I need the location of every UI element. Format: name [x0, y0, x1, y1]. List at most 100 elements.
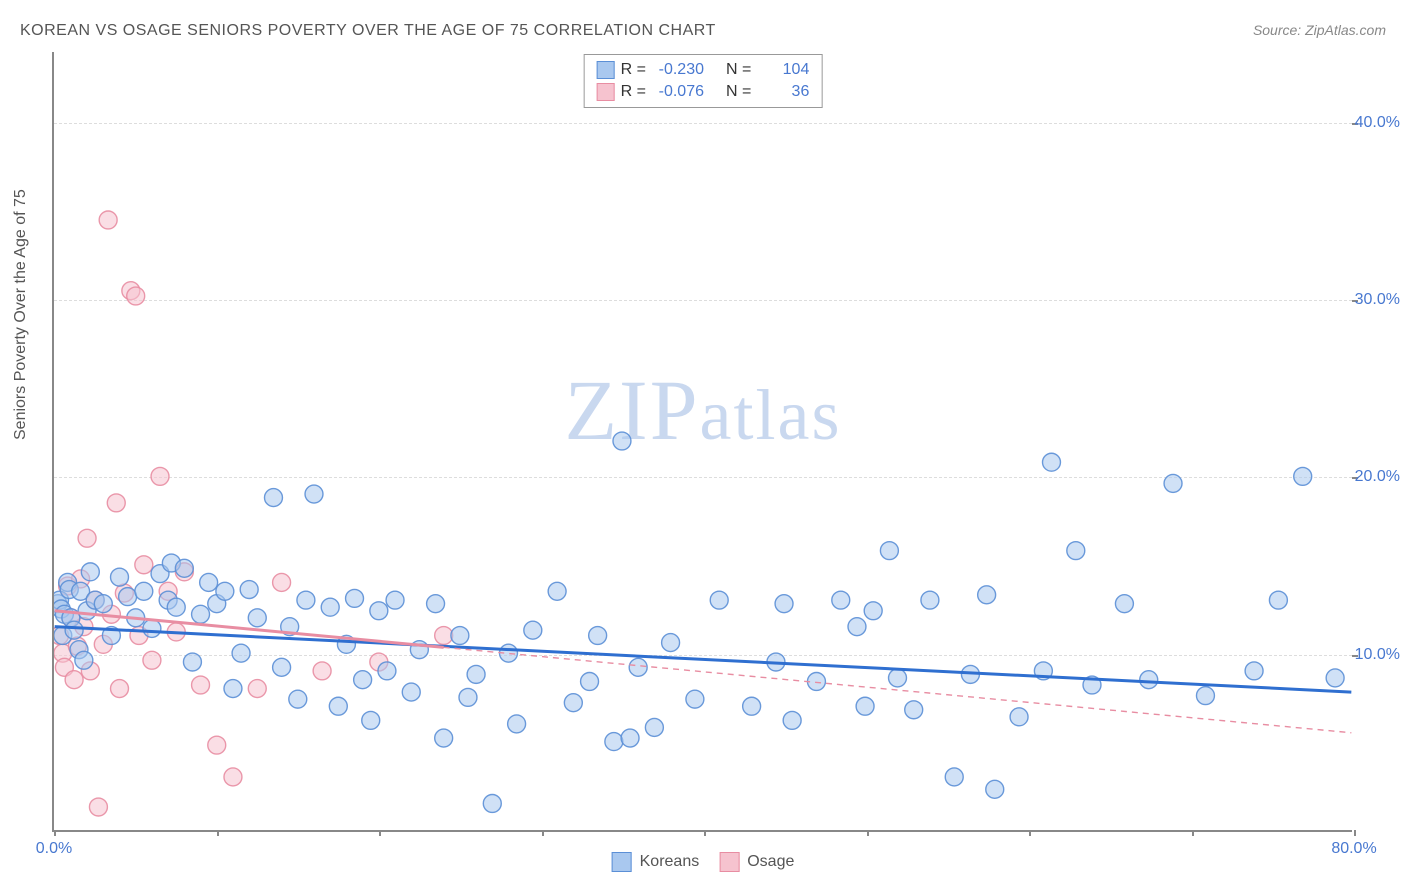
- xtick-mark: [1354, 830, 1356, 836]
- plot-area: ZIPatlas 10.0%20.0%30.0%40.0%0.0%80.0%: [52, 52, 1352, 832]
- osage-point: [313, 662, 331, 680]
- koreans-point: [710, 591, 728, 609]
- koreans-point: [856, 697, 874, 715]
- koreans-point: [289, 690, 307, 708]
- koreans-point: [864, 602, 882, 620]
- koreans-point: [459, 688, 477, 706]
- osage-point: [435, 627, 453, 645]
- koreans-point: [1010, 708, 1028, 726]
- koreans-point: [119, 588, 137, 606]
- koreans-point: [175, 559, 193, 577]
- plot-svg: [54, 52, 1352, 830]
- xtick-label: 0.0%: [36, 840, 72, 858]
- koreans-point: [905, 701, 923, 719]
- stat-n-value: 36: [757, 81, 809, 103]
- koreans-point: [605, 733, 623, 751]
- stat-n-label: N =: [726, 59, 751, 81]
- koreans-point: [629, 658, 647, 676]
- koreans-point: [273, 658, 291, 676]
- koreans-point: [743, 697, 761, 715]
- legend-label: Osage: [747, 853, 794, 871]
- koreans-point: [240, 581, 258, 599]
- koreans-point: [65, 621, 83, 639]
- koreans-point: [75, 651, 93, 669]
- koreans-point: [451, 627, 469, 645]
- koreans-point: [321, 598, 339, 616]
- xtick-mark: [217, 830, 219, 836]
- xtick-mark: [542, 830, 544, 836]
- koreans-point: [548, 582, 566, 600]
- koreans-point: [483, 795, 501, 813]
- koreans-point: [945, 768, 963, 786]
- koreans-point: [297, 591, 315, 609]
- osage-point: [127, 287, 145, 305]
- koreans-point: [1164, 474, 1182, 492]
- koreans-point: [402, 683, 420, 701]
- koreans-point: [524, 621, 542, 639]
- koreans-point: [1196, 687, 1214, 705]
- koreans-point: [832, 591, 850, 609]
- koreans-point: [467, 665, 485, 683]
- koreans-point: [346, 589, 364, 607]
- koreans-point: [192, 605, 210, 623]
- koreans-point: [248, 609, 266, 627]
- swatch-icon: [719, 852, 739, 872]
- koreans-point: [265, 489, 283, 507]
- xtick-mark: [1029, 830, 1031, 836]
- koreans-point: [329, 697, 347, 715]
- osage-point: [143, 651, 161, 669]
- legend-item: Koreans: [612, 852, 700, 872]
- series-legend: Koreans Osage: [612, 852, 795, 872]
- ytick-label: 30.0%: [1355, 291, 1400, 309]
- koreans-point: [621, 729, 639, 747]
- koreans-point: [978, 586, 996, 604]
- osage-point: [224, 768, 242, 786]
- stats-row: R =-0.230N =104: [597, 59, 810, 81]
- ytick-label: 40.0%: [1355, 114, 1400, 132]
- koreans-point: [986, 780, 1004, 798]
- koreans-point: [111, 568, 129, 586]
- koreans-point: [354, 671, 372, 689]
- koreans-point: [1115, 595, 1133, 613]
- stats-box: R =-0.230N =104R =-0.076N =36: [584, 54, 823, 108]
- osage-point: [273, 573, 291, 591]
- legend-label: Koreans: [640, 853, 700, 871]
- koreans-trendline: [55, 627, 1352, 692]
- osage-point: [135, 556, 153, 574]
- stat-r-label: R =: [621, 81, 646, 103]
- koreans-point: [921, 591, 939, 609]
- osage-point: [208, 736, 226, 754]
- koreans-point: [564, 694, 582, 712]
- osage-point: [65, 671, 83, 689]
- koreans-point: [232, 644, 250, 662]
- koreans-point: [435, 729, 453, 747]
- chart-container: KOREAN VS OSAGE SENIORS POVERTY OVER THE…: [0, 0, 1406, 892]
- osage-trendline-dash: [444, 647, 1352, 732]
- swatch-icon: [612, 852, 632, 872]
- koreans-point: [848, 618, 866, 636]
- koreans-point: [613, 432, 631, 450]
- stats-row: R =-0.076N =36: [597, 81, 810, 103]
- koreans-point: [508, 715, 526, 733]
- koreans-point: [783, 711, 801, 729]
- koreans-point: [362, 711, 380, 729]
- osage-point: [107, 494, 125, 512]
- osage-point: [151, 467, 169, 485]
- koreans-point: [81, 563, 99, 581]
- koreans-point: [1140, 671, 1158, 689]
- koreans-point: [581, 672, 599, 690]
- koreans-point: [1067, 542, 1085, 560]
- koreans-point: [370, 602, 388, 620]
- stat-r-value: -0.230: [652, 59, 704, 81]
- koreans-point: [1269, 591, 1287, 609]
- ytick-label: 10.0%: [1355, 646, 1400, 664]
- koreans-point: [645, 718, 663, 736]
- osage-point: [192, 676, 210, 694]
- koreans-point: [378, 662, 396, 680]
- koreans-point: [94, 595, 112, 613]
- koreans-point: [143, 619, 161, 637]
- xtick-mark: [1192, 830, 1194, 836]
- osage-point: [78, 529, 96, 547]
- swatch-icon: [597, 83, 615, 101]
- swatch-icon: [597, 61, 615, 79]
